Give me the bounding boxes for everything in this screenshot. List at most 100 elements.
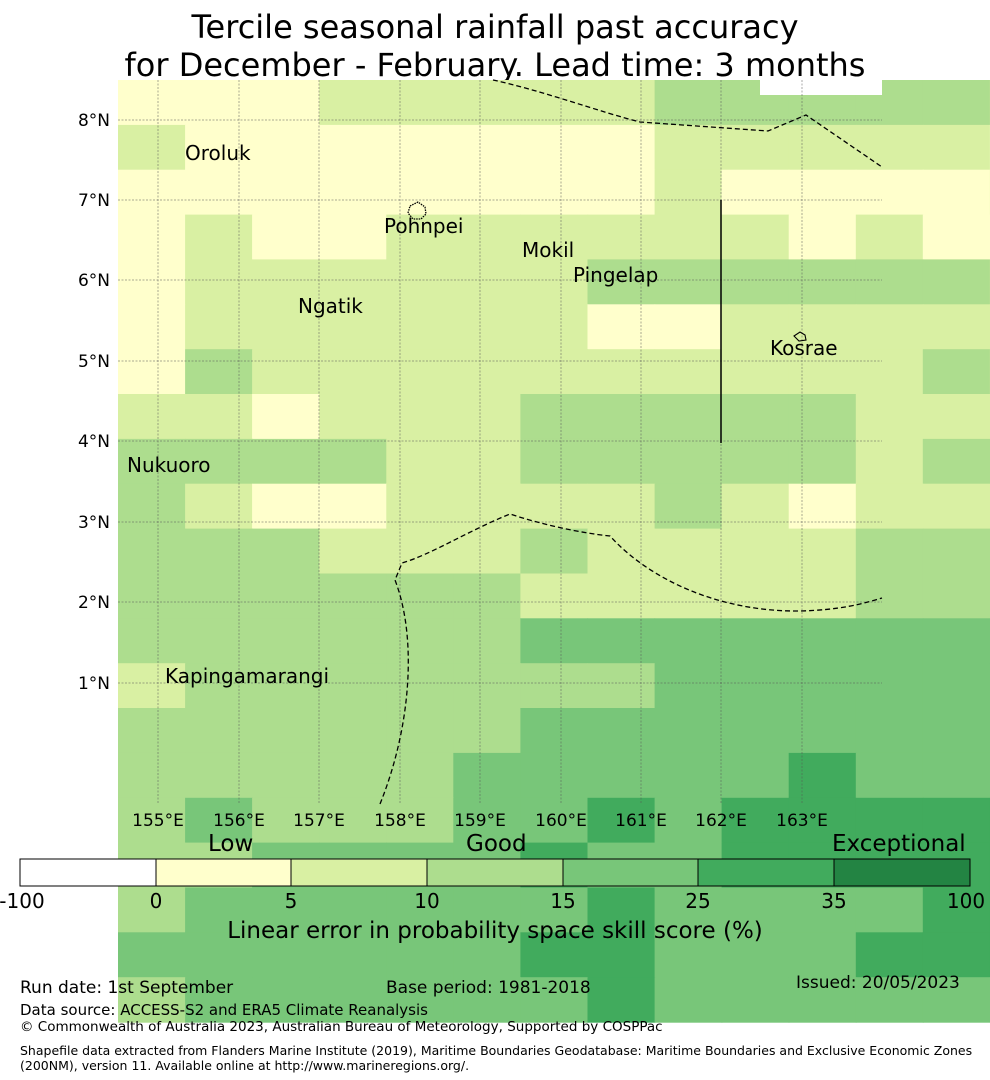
colorbar-tick: 35 [821,889,847,913]
grid-cell [453,887,521,933]
grid-cell [721,618,790,664]
grid-cell [922,708,990,754]
grid-cell [654,349,723,395]
grid-cell [386,214,454,261]
grid-cell [319,438,387,485]
colorbar-tick: 10 [414,889,440,913]
grid-cell [654,528,723,575]
grid-cell [453,663,521,709]
lat-label-4n: 4°N [78,432,110,452]
grid-cell [520,977,589,1023]
grid-cell [453,752,521,799]
grid-cell [118,887,186,933]
eez-boundary-south [379,513,883,805]
grid-cell [386,124,454,171]
grid-cell [118,394,186,440]
grid-cell [520,80,589,126]
grid-cell [587,169,656,216]
grid-cell [252,573,320,619]
grid-cell [319,797,387,844]
grid-cell [587,887,656,933]
lat-label-5n: 5°N [78,352,110,372]
grid-cell [654,304,723,350]
grid-cell [721,887,790,933]
place-label-pingelap: Pingelap [573,263,658,287]
grid-cell [654,618,723,664]
colorbar-tick: 100 [946,889,986,913]
grid-cell [520,752,589,799]
grid-cell [453,349,521,395]
grid-cell [386,304,454,350]
grid-cell [520,259,589,305]
grid-cell [319,304,387,350]
grid-cell [386,618,454,664]
grid-cell [453,124,521,171]
copyright: © Commonwealth of Australia 2023, Austra… [20,1019,663,1035]
grid-cell [721,708,790,754]
grid-cell [721,483,790,530]
lon-label-161e: 161°E [615,811,667,831]
grid-cell [118,797,186,844]
grid-cell [386,80,454,126]
grid-cell [922,349,990,395]
grid-cell [386,887,454,933]
grid-cell [721,752,790,799]
grid-cell [386,573,454,619]
grid-cell [788,573,857,619]
grid-cell [520,708,589,754]
grid-cell [319,214,387,261]
grid-cell [118,438,186,485]
grid-cell [855,618,924,664]
grid-cell [185,169,253,216]
colorbar-segment-4 [563,859,698,886]
grid-cell [118,304,186,350]
grid-cell [319,752,387,799]
grid-cell [453,483,521,530]
masked-area [760,80,882,95]
grid-cell [118,528,186,575]
lon-label-156e: 156°E [213,811,265,831]
grid-cell [386,483,454,530]
grid-cell [118,259,186,305]
grid-cell [654,573,723,619]
grid-cell [922,394,990,440]
grid-cell [118,618,186,664]
grid-cell [185,977,253,1023]
grid-cell [922,214,990,261]
grid-cell [520,797,589,844]
grid-cell [855,259,924,305]
grid-cell [118,169,186,216]
grid-cell [252,663,320,709]
grid-cell [520,394,589,440]
colorbar-segment-3 [427,859,563,886]
colorbar-tick: -100 [0,889,45,913]
grid-cell [118,214,186,261]
grid-cell [386,169,454,216]
grid-cell [118,573,186,619]
grid-cell [788,977,857,1023]
grid-cell [252,483,320,530]
colorbar-segment-5 [698,859,834,886]
chart-title-line-2: for December - February. Lead time: 3 mo… [124,46,866,84]
grid-cell [520,887,589,933]
grid-cell [185,304,253,350]
colorbar-frame [19,858,971,887]
grid-cell [185,887,253,933]
grid-cell [922,80,990,126]
lat-label-3n: 3°N [78,513,110,533]
grid-cell [185,80,253,126]
lat-label-2n: 2°N [78,593,110,613]
grid-cell [252,932,320,978]
lon-label-162e: 162°E [695,811,747,831]
grid-cell [654,752,723,799]
grid-cell [788,259,857,305]
grid-cell [319,528,387,575]
grid-cell [386,259,454,305]
grid-cell [319,573,387,619]
grid-cell [520,349,589,395]
grid-cell [453,394,521,440]
grid-cell [319,259,387,305]
place-label-pohnpei: Pohnpei [384,214,464,238]
grid-cell [386,932,454,978]
grid-cell [185,438,253,485]
